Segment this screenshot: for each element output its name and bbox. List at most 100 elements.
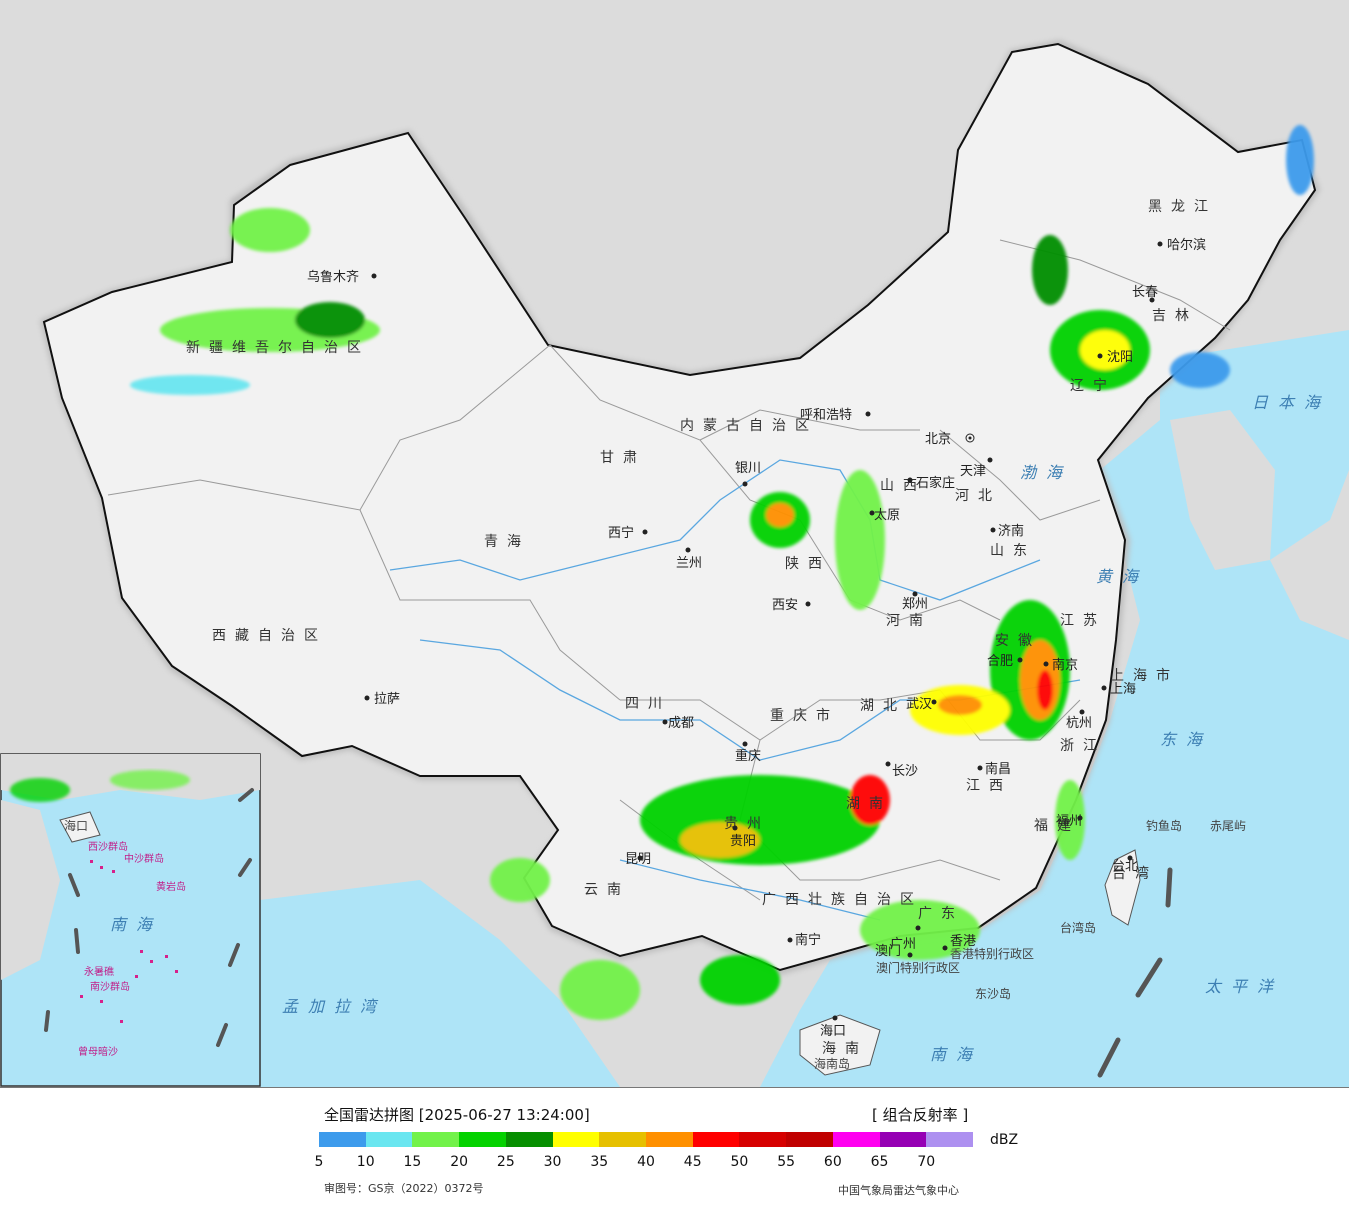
svg-text:拉萨: 拉萨: [374, 692, 400, 707]
inset-yongshu: 永暑礁: [84, 965, 114, 978]
island-diaoyu: 钓鱼岛: [1146, 818, 1182, 833]
south-china-sea-inset[interactable]: 西沙群岛 中沙群岛 黄岩岛 南沙群岛 永暑礁 曾母暗沙 海口 南海: [0, 753, 261, 1087]
province-taiwan: 台湾: [1112, 865, 1158, 882]
legend-swatch: [412, 1132, 460, 1147]
inset-zengmu: 曾母暗沙: [78, 1045, 118, 1058]
legend-tick-label: 20: [450, 1154, 469, 1170]
legend-tick-label: 35: [590, 1154, 609, 1170]
city-fuzhou: 福州: [1056, 814, 1083, 829]
city-chongqing: 重庆: [735, 741, 761, 764]
city-taiyuan: 太原: [869, 508, 900, 523]
sea-bengal: 孟加拉湾: [282, 997, 386, 1016]
svg-text:广州: 广州: [890, 937, 916, 952]
city-nanning: 南宁: [787, 932, 821, 948]
city-shijiazhuang: 石家庄: [907, 475, 955, 491]
svg-text:南宁: 南宁: [795, 932, 821, 948]
radar-map[interactable]: 黑龙江 吉林 辽宁 内蒙古自治区 新疆维吾尔自治区 西藏自治区 青海 甘肃 陕西…: [0, 0, 1349, 1088]
province-jiangsu: 江苏: [1060, 613, 1106, 629]
svg-text:上海: 上海: [1110, 682, 1136, 697]
city-hefei: 合肥: [987, 654, 1023, 669]
legend-swatch: [319, 1132, 366, 1147]
island-taiwan: 台湾岛: [1060, 920, 1096, 935]
province-henan: 河南: [886, 613, 932, 629]
legend-tick-label: 70: [917, 1154, 936, 1170]
svg-text:郑州: 郑州: [902, 597, 928, 612]
city-guiyang: 贵阳: [730, 825, 756, 849]
city-wuhan: 武汉: [906, 697, 937, 712]
sea-east: 东海: [1160, 730, 1212, 749]
svg-text:银川: 银川: [735, 461, 761, 476]
island-labels: 钓鱼岛 赤尾屿 东沙岛 台湾岛 海南岛 香港特别行政区 澳门特别行政区: [814, 818, 1246, 1071]
city-kunming: 昆明: [625, 852, 651, 867]
city-changsha: 长沙: [885, 761, 918, 779]
data-credit: 中国气象局雷达气象中心: [838, 1184, 959, 1197]
svg-text:台北: 台北: [1112, 859, 1138, 874]
svg-text:澳门: 澳门: [875, 943, 901, 959]
province-hebei: 河北: [955, 488, 1001, 504]
legend-swatch: [365, 1132, 413, 1147]
hainan-island: [799, 1014, 881, 1076]
svg-text:石家庄: 石家庄: [916, 475, 955, 491]
sea-yellow: 黄海: [1096, 567, 1148, 586]
svg-text:沈阳: 沈阳: [1107, 350, 1133, 365]
region-macau: 澳门特别行政区: [876, 960, 960, 975]
svg-text:乌鲁木齐: 乌鲁木齐: [307, 269, 359, 285]
city-hohhot: 呼和浩特: [800, 408, 871, 423]
city-lanzhou: 兰州: [676, 547, 702, 571]
province-heilongjiang: 黑龙江: [1148, 199, 1217, 215]
taiwan-island: [1104, 849, 1141, 926]
province-shandong: 山东: [990, 543, 1036, 559]
city-harbin: 哈尔滨: [1157, 237, 1206, 253]
province-qinghai: 青海: [484, 534, 530, 550]
legend-tick-label: 65: [870, 1154, 889, 1170]
city-chengdu: 成都: [662, 716, 694, 731]
svg-text:呼和浩特: 呼和浩特: [800, 408, 852, 423]
legend-swatch: [459, 1132, 506, 1147]
province-hubei: 湖北: [860, 698, 906, 714]
province-xinjiang: 新疆维吾尔自治区: [186, 340, 370, 356]
legend-swatch: [926, 1132, 974, 1147]
city-shanghai: 上海: [1101, 682, 1136, 697]
svg-text:南昌: 南昌: [985, 761, 1011, 777]
legend-swatch: [505, 1132, 553, 1147]
region-hk: 香港特别行政区: [950, 946, 1034, 961]
sea-bohai: 渤海: [1020, 463, 1072, 482]
province-chongqing: 重庆市: [770, 707, 839, 724]
legend-swatch: [879, 1132, 927, 1147]
legend-unit: dBZ: [990, 1132, 1019, 1148]
city-xining: 西宁: [608, 525, 648, 541]
legend-tick-label: 40: [637, 1154, 655, 1170]
nine-dash-line: [1097, 867, 1173, 1078]
city-zhengzhou: 郑州: [902, 591, 928, 612]
inset-haikou: 海口: [64, 818, 88, 833]
province-sichuan: 四川: [625, 696, 671, 712]
svg-text:香港: 香港: [950, 934, 976, 949]
legend-product: [ 组合反射率 ]: [872, 1106, 969, 1124]
svg-text:杭州: 杭州: [1066, 716, 1092, 731]
svg-text:贵阳: 贵阳: [730, 834, 756, 849]
island-hainan: 海南岛: [814, 1056, 850, 1071]
legend-tick-label: 5: [314, 1154, 324, 1170]
china-mainland: [42, 42, 1317, 972]
sea-pacific: 太平洋: [1205, 977, 1283, 996]
province-neimenggu: 内蒙古自治区: [680, 418, 818, 434]
city-urumqi: 乌鲁木齐: [307, 269, 377, 285]
svg-text:天津: 天津: [960, 464, 986, 479]
province-guangdong: 广东: [918, 906, 964, 922]
svg-text:武汉: 武汉: [906, 697, 932, 712]
legend-swatch: [786, 1132, 833, 1147]
province-gansu: 甘肃: [600, 450, 646, 466]
province-liaoning: 辽宁: [1070, 377, 1116, 394]
legend-swatch: [646, 1132, 693, 1147]
legend-tick-label: 55: [777, 1154, 796, 1170]
province-shanghai: 上海市: [1110, 667, 1179, 684]
svg-text:南京: 南京: [1052, 657, 1078, 673]
legend-panel: 全国雷达拼图 [2025-06-27 13:24:00] [ 组合反射率 ] d…: [0, 1088, 1349, 1208]
svg-text:兰州: 兰州: [676, 556, 702, 571]
province-fujian: 福建: [1034, 818, 1080, 834]
legend-color-bar: [319, 1132, 974, 1147]
legend-tick-label: 45: [683, 1154, 702, 1170]
city-yinchuan: 银川: [735, 461, 761, 487]
svg-text:长春: 长春: [1132, 285, 1158, 300]
legend-tick-label: 60: [823, 1154, 842, 1170]
